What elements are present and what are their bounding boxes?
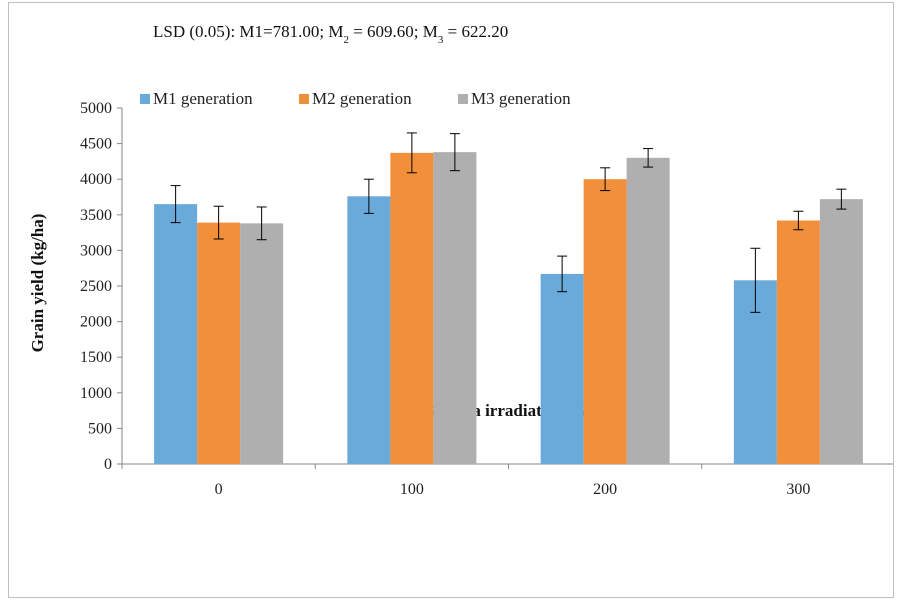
y-tick-label: 2000 (80, 314, 112, 331)
bar (240, 223, 284, 464)
bar-chart: LSD (0.05): M1=781.00; M2 = 609.60; M3 =… (28, 22, 893, 498)
legend-label: M2 generation (312, 89, 412, 108)
chart-frame: LSD (0.05): M1=781.00; M2 = 609.60; M3 =… (8, 2, 894, 598)
y-axis-title: Grain yield (kg/ha) (28, 214, 47, 353)
annotation-prefix: LSD (0.05): M1=781.00; M (153, 22, 343, 41)
y-tick-label: 1500 (80, 349, 112, 366)
y-tick-label: 3000 (80, 242, 112, 259)
legend-label: M3 generation (471, 89, 571, 108)
x-axis: 0 100 200 300 (121, 463, 893, 498)
legend-swatch (299, 94, 309, 104)
legend-label: M1 generation (153, 89, 253, 108)
y-tick-label: 1000 (80, 385, 112, 402)
x-tick-label: 0 (215, 481, 223, 498)
x-tick-label: 100 (400, 481, 424, 498)
bar (583, 179, 627, 464)
bar (390, 152, 434, 464)
annotation-subscript-3: 3 (438, 34, 444, 46)
bar (154, 204, 198, 464)
y-tick-label: 4500 (80, 136, 112, 153)
y-tick-label: 0 (104, 456, 112, 473)
y-tick-label: 3500 (80, 207, 112, 224)
x-tick-label: 300 (786, 481, 810, 498)
y-tick-label: 2500 (80, 278, 112, 295)
y-axis: 0 500 1000 1500 2000 2500 3000 3500 4000 4500 5000 (80, 100, 123, 473)
y-tick-label: 5000 (80, 100, 112, 117)
bars (154, 132, 863, 465)
y-tick-label: 4000 (80, 171, 112, 188)
legend: M1 generation M2 generation M3 generation (140, 89, 571, 108)
y-tick-label: 500 (88, 420, 112, 437)
lsd-annotation: LSD (0.05): M1=781.00; M2 = 609.60; M3 =… (153, 22, 508, 46)
bar (197, 222, 241, 464)
annotation-suffix: = 622.20 (443, 22, 508, 41)
bar (433, 152, 477, 465)
bar (347, 196, 391, 464)
legend-swatch (140, 94, 150, 104)
bar (626, 157, 670, 464)
x-tick-label: 200 (593, 481, 617, 498)
bar (776, 220, 820, 464)
bar (819, 199, 863, 465)
legend-swatch (458, 94, 468, 104)
annotation-subscript-2: 2 (343, 34, 349, 46)
annotation-mid: = 609.60; M (349, 22, 438, 41)
bar (540, 273, 584, 464)
